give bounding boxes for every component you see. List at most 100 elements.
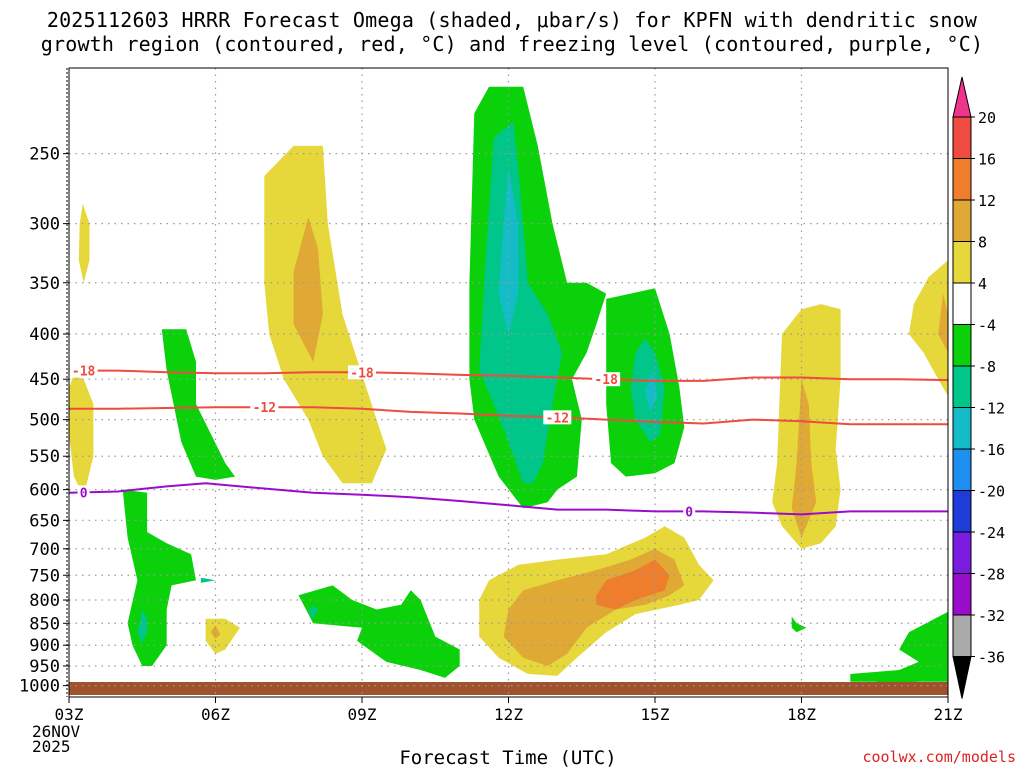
colorbar-label-12: -32 — [978, 607, 1005, 625]
temperature-contours: -18 -18 -18 -12 -12 0 0 — [69, 363, 948, 520]
x-tick-label-06Z: 06Z — [201, 705, 230, 724]
dgz-contour-0-label-bg-1 — [348, 365, 376, 380]
y-tick-label-450: 450 — [29, 370, 60, 390]
dgz-contour-1-label-1: -12 — [546, 411, 569, 426]
y-tick-label-800: 800 — [29, 591, 60, 611]
colorbar-label-4: 4 — [978, 275, 987, 293]
colorbar-bin-8 — [952, 407, 972, 450]
colorbar-bin-9 — [952, 448, 972, 491]
y-axis: 2503003504004505005506006507007508008509… — [19, 145, 69, 697]
y-tick-label-500: 500 — [29, 411, 60, 431]
y-tick-label-300: 300 — [29, 215, 60, 235]
omega-region-green-18z-small — [791, 616, 807, 633]
omega-region-yellow-0-3z — [69, 374, 94, 496]
colorbar-bin-7 — [952, 365, 972, 408]
y-tick-label-750: 750 — [29, 566, 60, 586]
omega-region-orange-7z — [293, 217, 323, 362]
dgz-contour-1-label-0: -12 — [253, 401, 276, 416]
colorbar-label-11: -28 — [978, 566, 1005, 584]
chart-title-line1: 2025112603 HRRR Forecast Omega (shaded, … — [46, 8, 978, 32]
omega-region-green-08z-lower — [298, 585, 460, 678]
colorbar-label-10: -24 — [978, 524, 1005, 542]
dgz-contour-0-label-0: -18 — [72, 365, 96, 380]
y-tick-label-350: 350 — [29, 274, 60, 294]
y-tick-label-650: 650 — [29, 511, 60, 531]
colorbar-bin-5 — [952, 282, 972, 325]
omega-region-orange-19z — [791, 379, 817, 538]
colorbar-bin-13 — [952, 614, 972, 657]
y-tick-label-850: 850 — [29, 614, 60, 634]
freezing-level-label-1: 0 — [685, 505, 693, 520]
dgz-contour-0-label-bg-2 — [592, 372, 621, 387]
dgz-contour-1-line — [69, 406, 948, 426]
freezing-level-label-bg-0 — [77, 485, 90, 500]
colorbar-bin-12 — [952, 573, 972, 616]
dgz-contour-0-line — [69, 369, 948, 382]
dgz-contour-0-label-bg-0 — [69, 363, 98, 378]
omega-region-yellow-0-3z-upper — [78, 203, 90, 283]
colorbar-bin-4 — [952, 241, 972, 284]
grid-lines — [69, 68, 948, 697]
dgz-contour-0-label-1: -18 — [350, 366, 374, 381]
date-label-1: 2025 — [32, 737, 71, 756]
x-axis-label: Forecast Time (UTC) — [399, 747, 616, 768]
colorbar: 20 16 12 8 4 -4 -8 -12 -16 -20 -24 -28 -32 -36 — [952, 76, 1005, 699]
colorbar-label-0: 20 — [978, 109, 996, 127]
colorbar-bin-2 — [952, 158, 972, 201]
colorbar-bin-10 — [952, 490, 972, 533]
freezing-level-label-bg-1 — [683, 504, 696, 519]
colorbar-bottom-arrow — [952, 656, 972, 699]
x-tick-label-03Z: 03Z — [55, 705, 84, 724]
x-tick-label-18Z: 18Z — [787, 705, 816, 724]
omega-region-teal-08z — [308, 604, 318, 619]
y-tick-label-600: 600 — [29, 481, 60, 501]
chart-title-line2: growth region (contoured, red, °C) and f… — [40, 32, 984, 56]
omega-region-green-2z-upper — [161, 329, 235, 480]
colorbar-label-3: 8 — [978, 234, 987, 252]
y-tick-label-550: 550 — [29, 447, 60, 467]
omega-shading — [69, 86, 948, 684]
colorbar-top-arrow — [952, 76, 972, 118]
colorbar-label-8: -16 — [978, 441, 1005, 459]
colorbar-bin-6 — [952, 324, 972, 367]
freezing-level-label-0: 0 — [80, 486, 88, 501]
omega-region-darkorange-14z-lower — [596, 559, 670, 610]
date-label-0: 26NOV — [32, 722, 81, 741]
omega-region-orange-lower-small — [210, 625, 221, 639]
ground-bar — [69, 682, 948, 695]
dgz-contour-1-label-bg-1 — [543, 410, 572, 425]
colorbar-label-5: -4 — [978, 317, 996, 335]
omega-region-yellow-lower-small — [205, 618, 240, 654]
omega-region-orange-21z — [938, 293, 948, 353]
omega-region-yellow-21z — [908, 260, 948, 396]
freezing-level-line — [69, 482, 948, 516]
y-tick-label-1000: 1000 — [19, 677, 60, 697]
colorbar-label-13: -36 — [978, 649, 1005, 667]
x-tick-label-09Z: 09Z — [348, 705, 377, 724]
dgz-contour-0-label-2: -18 — [594, 373, 618, 388]
x-tick-label-12Z: 12Z — [494, 705, 523, 724]
colorbar-label-1: 16 — [978, 151, 996, 169]
y-tick-label-250: 250 — [29, 145, 60, 165]
ground-layer — [69, 682, 948, 695]
colorbar-label-7: -12 — [978, 400, 1005, 418]
y-tick-label-900: 900 — [29, 636, 60, 656]
colorbar-bin-3 — [952, 199, 972, 242]
omega-region-green-20z-lower — [850, 611, 948, 684]
dgz-contour-1-label-bg-0 — [250, 400, 279, 415]
omega-region-teal-lower-left — [137, 609, 148, 644]
omega-region-teal-big-12z — [479, 121, 563, 484]
credit-text: coolwx.com/models — [862, 748, 1016, 766]
x-tick-label-15Z: 15Z — [641, 705, 670, 724]
y-tick-label-950: 950 — [29, 657, 60, 677]
colorbar-bin-11 — [952, 531, 972, 574]
omega-region-teal-small — [200, 577, 216, 583]
colorbar-label-2: 12 — [978, 192, 996, 210]
omega-region-green-lower-left — [122, 489, 196, 666]
y-tick-label-700: 700 — [29, 540, 60, 560]
omega-region-yellow-7z — [264, 145, 387, 484]
colorbar-bin-1 — [952, 116, 972, 159]
x-tick-label-21Z: 21Z — [934, 705, 963, 724]
